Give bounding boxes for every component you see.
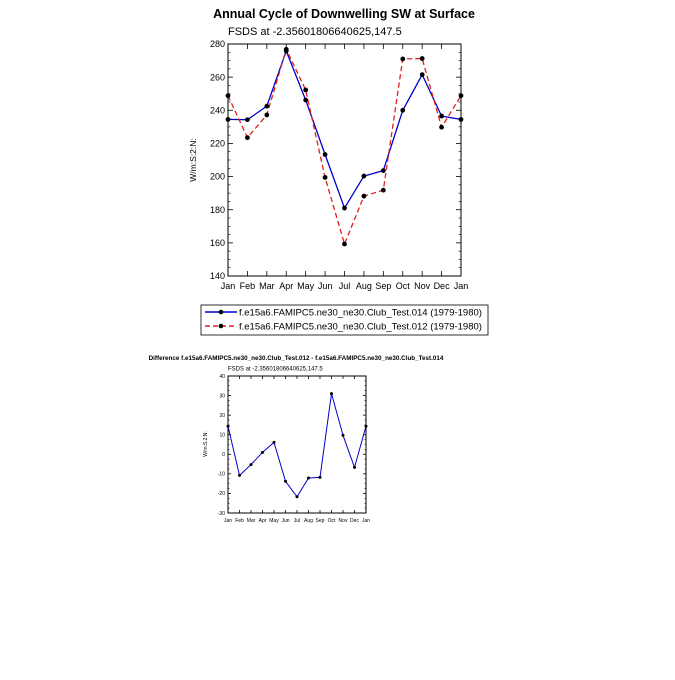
chart1-plot-frame [227, 43, 462, 277]
legend-box [200, 304, 489, 336]
chart1-ylabel: W/m:S:2:N: [188, 138, 198, 181]
chart2-series-0-point [284, 479, 287, 483]
chart1-series-1-line [227, 48, 462, 245]
chart1-xtick-label: Mar [259, 281, 275, 291]
chart1-subtitle: FSDS at -2.35601806640625,147.5 [228, 26, 402, 38]
chart2-ytick-label: 20 [219, 413, 225, 419]
chart2-xtick-label: Feb [235, 518, 244, 524]
chart1-xtick-label: Feb [240, 281, 256, 291]
legend-label-test: f.e15a6.FAMIPC5.ne30_ne30.Club_Test.012 … [239, 322, 482, 333]
chart2-subtitle: FSDS at -2.35601806640625,147.5 [228, 367, 323, 373]
chart2-xtick-label: Oct [328, 518, 336, 524]
chart2-ylabel: W/m:S:2:N: [203, 431, 209, 457]
chart2-ytick-label: 0 [222, 452, 225, 458]
chart2-xtick-label: Sep [316, 518, 325, 524]
chart1-series-0-point [361, 173, 367, 179]
chart2-xtick-label: Aug [304, 518, 313, 524]
chart1-series-0-point [322, 152, 328, 157]
chart1-title: Annual Cycle of Downwelling SW at Surfac… [213, 7, 475, 21]
chart2-series-0-point [249, 463, 253, 467]
chart1-series-1-point [361, 193, 367, 199]
chart1-series-1-point [245, 135, 250, 141]
chart1-xtick-label: Jan [454, 281, 469, 291]
chart1-series-0-point [225, 117, 231, 122]
chart2-ytick-label: 40 [219, 374, 225, 380]
chart2-ytick-label: 10 [219, 432, 225, 438]
chart1-series-1-point [342, 241, 347, 247]
chart2-ytick-label: 30 [219, 393, 225, 399]
chart1-series-0-point [380, 168, 386, 174]
chart2-series-0-point [341, 433, 345, 437]
chart1-ytick-label: 280 [210, 39, 225, 49]
chart1-ytick-label: 220 [210, 139, 225, 149]
chart1-ytick-label: 160 [210, 238, 225, 248]
chart2-xtick-label: Dec [350, 518, 359, 524]
chart1-series-0-point [439, 113, 444, 119]
chart2-title: Difference f.e15a6.FAMIPC5.ne30_ne30.Clu… [149, 355, 444, 362]
chart1-series-1-point [225, 93, 231, 99]
chart1-xtick-label: Dec [434, 281, 451, 291]
chart1-xtick-label: Apr [279, 281, 293, 291]
chart1-series-1-point [419, 56, 425, 61]
chart2-series-0-point [307, 476, 310, 480]
chart2-series-0-point [238, 473, 241, 477]
chart2-xtick-label: May [269, 518, 279, 524]
chart1-series-1-point [264, 112, 270, 118]
chart1-series-1-point [303, 87, 309, 93]
chart2-series-0-point [330, 392, 333, 396]
chart1-series-0-point [458, 117, 464, 122]
chart2-series-0-point [226, 424, 230, 428]
chart1-xtick-label: Jul [339, 281, 351, 291]
chart1-series-0-point [303, 97, 309, 103]
chart1-ytick-label: 260 [210, 72, 225, 82]
chart1-ytick-label: 240 [210, 105, 225, 115]
chart1-xtick-label: Nov [414, 281, 431, 291]
chart2-xtick-label: Jun [281, 518, 289, 524]
chart2-series-0-point [353, 465, 356, 469]
legend-marker-test [218, 323, 224, 329]
chart1-series-0-line [227, 50, 462, 209]
chart1-ytick-label: 140 [210, 271, 225, 281]
chart1-series-1-point [400, 56, 406, 62]
chart1-series-1-point [458, 93, 464, 99]
chart1-xtick-label: Oct [396, 281, 411, 291]
chart2-xtick-label: Jan [362, 518, 370, 524]
chart1-series-1-point [283, 46, 289, 52]
legend-marker-control [218, 309, 224, 315]
legend-label-control: f.e15a6.FAMIPC5.ne30_ne30.Club_Test.014 … [239, 308, 482, 319]
chart2-xtick-label: Jan [224, 518, 232, 524]
chart1-series-0-point [342, 205, 347, 211]
chart2-series-0-line [227, 393, 367, 498]
chart2-series-0-point [364, 424, 368, 428]
chart2-series-0-point [295, 495, 299, 499]
chart1-series-1-point [380, 187, 386, 193]
chart2-series-0-point [272, 440, 276, 444]
chart1-series-0-point [245, 117, 250, 123]
chart1-xtick-label: Aug [356, 281, 372, 291]
chart1-series-0-point [264, 103, 270, 109]
chart2-series-0-point [261, 450, 264, 454]
chart1-xtick-label: Jan [221, 281, 236, 291]
chart1-ytick-label: 180 [210, 205, 225, 215]
chart1-series-1-point [439, 124, 444, 130]
chart1-series-1-point [322, 175, 328, 180]
chart1-ytick-label: 200 [210, 172, 225, 182]
chart2-ytick-label: -10 [218, 472, 225, 478]
chart2-xtick-label: Nov [339, 518, 348, 524]
chart2-ytick-label: -20 [218, 491, 225, 497]
chart1-series-0-point [400, 107, 406, 113]
chart1-xtick-label: May [297, 281, 315, 291]
chart1-series-0-point [419, 72, 425, 78]
chart2-xtick-label: Apr [259, 518, 267, 524]
chart1-xtick-label: Jun [318, 281, 333, 291]
chart2-plot-frame [227, 375, 367, 514]
chart2-ytick-label: -30 [218, 511, 225, 517]
chart2-xtick-label: Mar [247, 518, 256, 524]
chart2-series-0-point [318, 475, 322, 479]
chart2-xtick-label: Jul [294, 518, 300, 524]
chart1-xtick-label: Sep [375, 281, 391, 291]
